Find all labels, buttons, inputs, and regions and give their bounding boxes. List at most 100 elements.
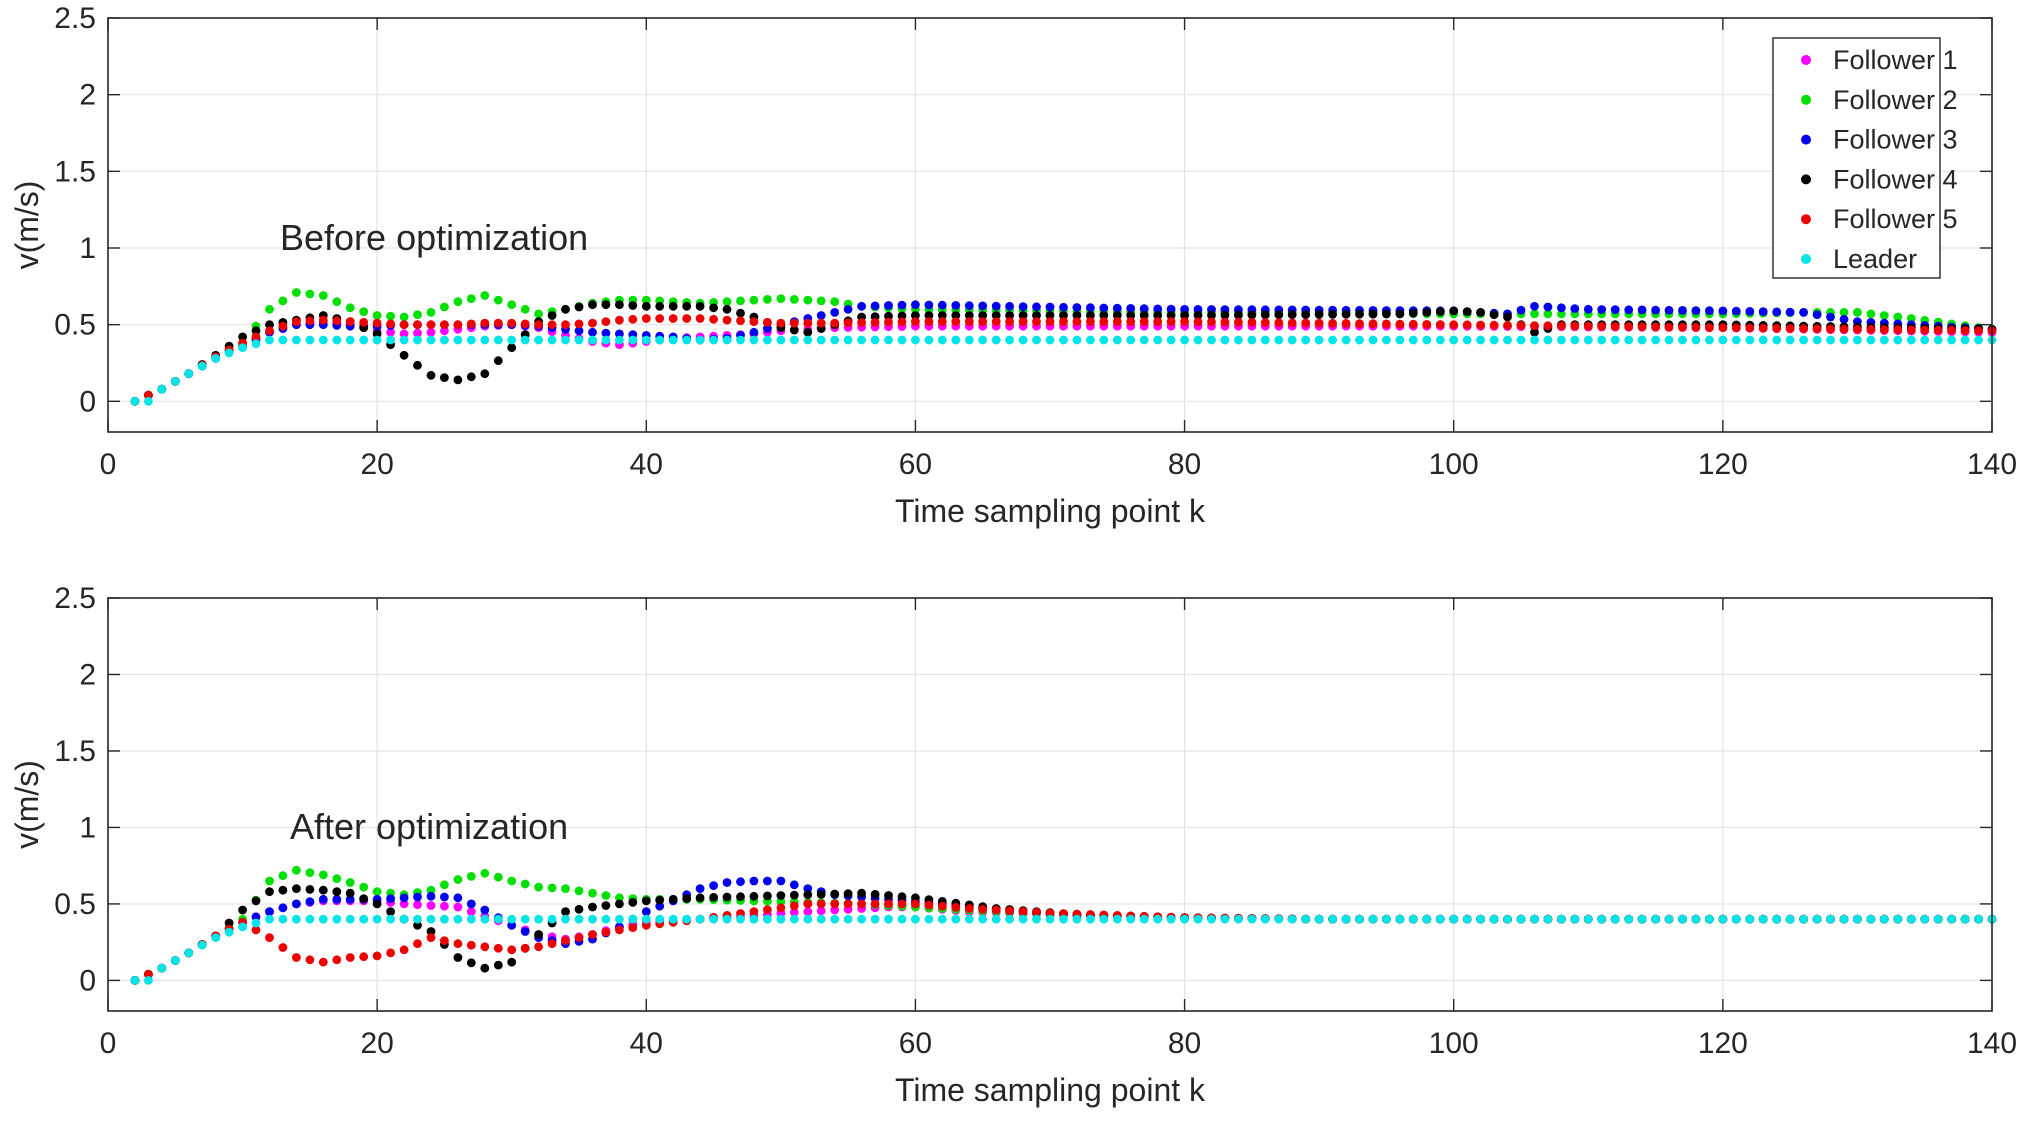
data-point bbox=[574, 886, 584, 896]
data-point bbox=[615, 893, 624, 903]
data-point bbox=[1879, 335, 1889, 345]
data-point bbox=[1139, 317, 1149, 326]
data-point bbox=[466, 294, 476, 303]
data-point bbox=[937, 335, 947, 345]
data-point bbox=[1960, 326, 1970, 335]
data-point bbox=[386, 335, 395, 345]
y-tick-label: 0.5 bbox=[54, 309, 96, 342]
data-point bbox=[1153, 317, 1163, 326]
data-point bbox=[615, 315, 624, 325]
data-point bbox=[1664, 914, 1674, 924]
data-point bbox=[265, 326, 274, 336]
series-leader bbox=[130, 335, 1997, 406]
data-point bbox=[1408, 914, 1418, 924]
data-point bbox=[1664, 305, 1674, 315]
data-point bbox=[1287, 335, 1297, 345]
data-point bbox=[1799, 324, 1808, 334]
data-point bbox=[440, 892, 449, 902]
legend-marker bbox=[1801, 174, 1811, 185]
data-point bbox=[345, 335, 355, 345]
data-point bbox=[857, 888, 866, 898]
data-point bbox=[1933, 914, 1943, 924]
x-axis-label: Time sampling point k bbox=[895, 493, 1206, 529]
legend-entry: Follower 3 bbox=[1833, 125, 1958, 155]
x-tick-label: 20 bbox=[360, 1027, 393, 1060]
data-point bbox=[1785, 335, 1795, 345]
data-point bbox=[668, 335, 678, 345]
data-point bbox=[1274, 914, 1284, 924]
data-point bbox=[144, 390, 153, 400]
data-point bbox=[1758, 914, 1768, 924]
data-point bbox=[1839, 314, 1849, 324]
x-tick-label: 80 bbox=[1168, 448, 1201, 481]
data-point bbox=[386, 894, 395, 903]
data-point bbox=[1112, 317, 1122, 326]
data-point bbox=[1933, 325, 1943, 335]
data-point bbox=[816, 899, 826, 909]
data-point bbox=[278, 871, 288, 880]
data-point bbox=[964, 301, 974, 311]
data-point bbox=[789, 880, 799, 890]
data-point bbox=[332, 335, 342, 345]
data-point bbox=[1274, 318, 1284, 328]
data-point bbox=[292, 865, 301, 875]
data-point bbox=[1368, 335, 1378, 345]
data-point bbox=[534, 320, 543, 330]
data-point bbox=[1005, 906, 1014, 916]
data-point bbox=[359, 318, 369, 327]
axes-box bbox=[107, 17, 1993, 433]
data-point bbox=[561, 320, 570, 330]
data-point bbox=[830, 308, 840, 317]
subplot-2: 0 20 40 60 80 100 120 140 0 0.5 1 1.5 2 2.5 Time sampl… bbox=[9, 582, 2017, 1108]
data-point bbox=[884, 301, 893, 310]
data-point bbox=[830, 905, 840, 915]
data-point bbox=[1220, 914, 1230, 924]
data-point bbox=[1462, 914, 1472, 924]
data-point bbox=[816, 311, 826, 320]
y-tick-label: 1 bbox=[79, 232, 96, 265]
data-point bbox=[695, 335, 705, 345]
data-point bbox=[857, 318, 866, 327]
data-point bbox=[884, 335, 893, 345]
data-point bbox=[1059, 302, 1068, 312]
data-point bbox=[641, 896, 651, 906]
y-tick-label: 1.5 bbox=[54, 735, 96, 768]
data-point bbox=[911, 311, 920, 320]
data-point bbox=[1126, 311, 1136, 320]
data-point bbox=[426, 927, 436, 936]
data-point bbox=[897, 300, 907, 310]
data-point bbox=[1153, 311, 1163, 320]
data-point bbox=[803, 335, 813, 345]
data-point bbox=[1691, 335, 1701, 345]
data-point bbox=[655, 914, 665, 924]
data-point bbox=[466, 899, 476, 909]
data-point bbox=[1395, 319, 1405, 329]
data-point bbox=[507, 876, 517, 886]
data-point bbox=[1557, 321, 1566, 331]
data-point bbox=[1503, 335, 1512, 345]
data-point bbox=[426, 901, 436, 910]
data-point bbox=[601, 901, 611, 910]
data-point bbox=[897, 892, 907, 902]
legend-marker bbox=[1801, 254, 1811, 264]
data-point bbox=[1570, 914, 1580, 924]
data-point bbox=[1032, 311, 1041, 320]
data-point bbox=[1462, 335, 1472, 345]
data-point bbox=[1866, 325, 1876, 334]
data-point bbox=[1705, 306, 1714, 316]
data-point bbox=[372, 899, 382, 909]
data-point bbox=[1260, 318, 1270, 327]
data-point bbox=[1368, 309, 1378, 319]
data-point bbox=[1395, 335, 1405, 345]
data-point bbox=[1731, 914, 1741, 924]
x-tick-label: 100 bbox=[1429, 448, 1479, 481]
data-point bbox=[843, 335, 853, 345]
data-point bbox=[1341, 309, 1351, 319]
data-point bbox=[359, 335, 369, 345]
data-point bbox=[1005, 311, 1014, 320]
data-point bbox=[426, 885, 436, 895]
data-point bbox=[1906, 914, 1916, 924]
data-point bbox=[722, 892, 732, 902]
data-point bbox=[1234, 914, 1243, 924]
data-point bbox=[1341, 914, 1351, 924]
